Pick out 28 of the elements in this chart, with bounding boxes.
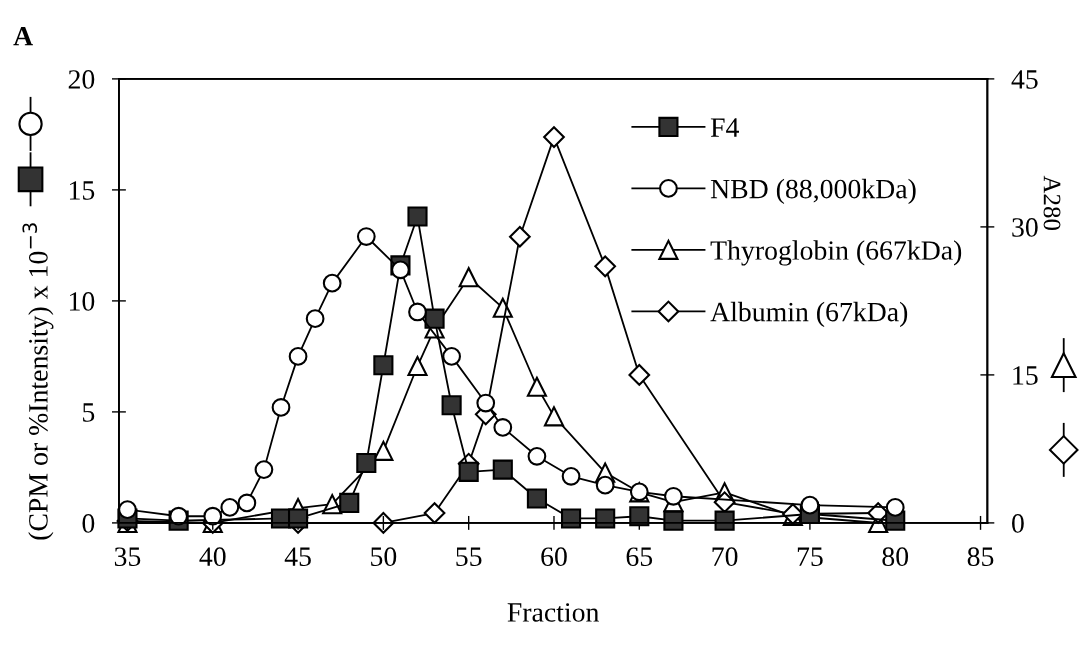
x-tick-label: 60 xyxy=(541,547,567,567)
x-tick-label: 70 xyxy=(712,547,738,567)
y2-tick-label: 0 xyxy=(1012,514,1024,533)
y-tick-label: 20 xyxy=(68,70,95,89)
y-tick-label: 15 xyxy=(69,181,95,200)
x-tick-label: 40 xyxy=(199,547,226,567)
x-tick-label: 80 xyxy=(882,547,909,567)
y2-tick-label: 15 xyxy=(1013,366,1038,385)
legend-label: Thyroglobin (667kDa) xyxy=(710,240,962,266)
y2-tick-label: 30 xyxy=(1012,218,1038,237)
y2-tick-label: 45 xyxy=(1011,70,1038,89)
x-axis-title: Fraction xyxy=(507,603,599,622)
x-tick-label: 65 xyxy=(626,547,653,567)
x-tick-label: 45 xyxy=(284,547,311,567)
y-tick-label: 0 xyxy=(82,514,95,533)
x-tick-label: 75 xyxy=(797,547,823,567)
x-tick-label: 50 xyxy=(371,547,397,567)
legend-label: Albumin (67kDa) xyxy=(710,301,908,328)
y2-axis-title: A280 xyxy=(1043,175,1061,231)
legend-label: NBD (88,000kDa) xyxy=(710,178,916,205)
x-tick-label: 35 xyxy=(114,547,141,567)
y-tick-label: 5 xyxy=(83,403,95,422)
x-tick-label: 85 xyxy=(967,547,994,567)
text: A xyxy=(13,27,33,46)
legend-label: F4 xyxy=(710,118,739,137)
x-tick-label: 55 xyxy=(456,547,482,567)
y-axis-title: (CPM or %Intensity) x 10$^{−3}$ xyxy=(22,223,54,540)
y-tick-label: 10 xyxy=(69,292,95,311)
